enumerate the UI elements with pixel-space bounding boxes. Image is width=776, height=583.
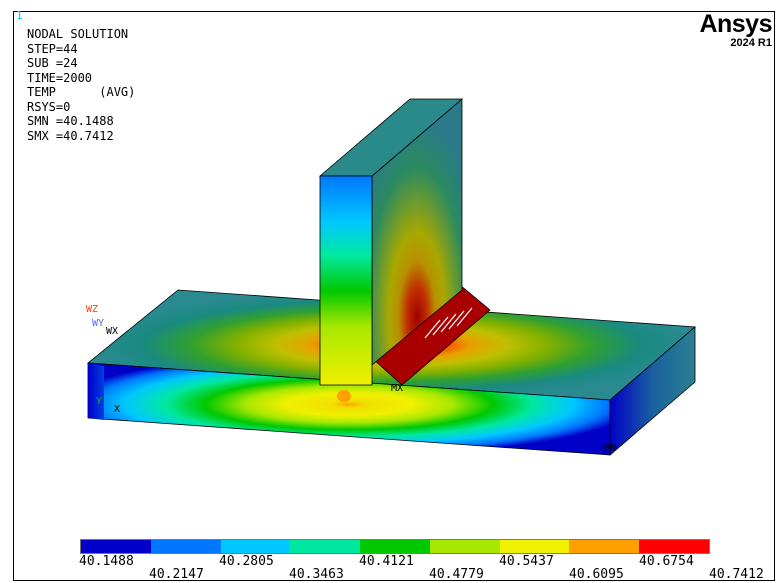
ansys-logo: Ansys 2024 R1 [699, 10, 772, 50]
base-plate-left-end [88, 363, 104, 420]
info-item: TEMP (AVG) [27, 85, 136, 99]
window-number: 1 [16, 9, 23, 22]
legend-color-segment [569, 540, 640, 553]
mx-marker: MX [391, 383, 404, 394]
legend-bottom-label: 40.4779 [429, 567, 484, 582]
weld-hatch [424, 307, 473, 339]
info-sub: SUB =24 [27, 56, 78, 70]
contour-legend-bar [80, 539, 710, 554]
info-rsys: RSYS=0 [27, 99, 71, 114]
mn-marker: MN [604, 443, 617, 454]
legend-color-segment [150, 540, 221, 553]
axis-z-label: Z [88, 376, 95, 387]
legend-color-segment [290, 540, 361, 553]
legend-color-segment [429, 540, 500, 553]
legend-top-label: 40.5437 [499, 554, 554, 569]
legend-color-segment [639, 540, 710, 553]
max-temp-spot [337, 390, 351, 402]
legend-top-label: 40.1488 [79, 554, 134, 569]
legend-bottom-label: 40.2147 [149, 567, 204, 582]
logo-brand: Ansys [699, 10, 772, 38]
info-smx: SMX =40.7412 [27, 128, 114, 143]
legend-bottom-label: 40.7412 [709, 567, 764, 582]
legend-color-segment [360, 540, 430, 553]
logo-version: 2024 R1 [730, 37, 772, 49]
axis-x-label: X [114, 404, 121, 415]
info-step: STEP=44 [27, 41, 78, 56]
legend-bottom-label: 40.3463 [289, 567, 344, 582]
info-smn: SMN =40.1488 [27, 114, 114, 128]
legend-color-segment [499, 540, 570, 553]
triad-wz-label: WZ [86, 304, 99, 315]
legend-color-segment [81, 540, 151, 553]
web-front-face [319, 175, 373, 386]
legend-color-segment [220, 540, 291, 553]
triad-wx-label: WX [106, 326, 119, 337]
solution-info-block: NODAL SOLUTION STEP=44 SUB =24 TIME=2000 TEM… [27, 27, 135, 143]
base-plate-right-end [609, 326, 696, 456]
triad-wy-label: WY [92, 318, 105, 329]
info-time: TIME=2000 [27, 70, 93, 85]
legend-top-label: 40.4121 [359, 554, 414, 569]
legend-top-label: 40.6754 [639, 554, 694, 569]
axis-y-label: Y [96, 396, 103, 407]
legend-top-label: 40.2805 [219, 554, 274, 569]
legend-bottom-label: 40.6095 [569, 567, 624, 582]
info-title: NODAL SOLUTION [27, 27, 129, 41]
